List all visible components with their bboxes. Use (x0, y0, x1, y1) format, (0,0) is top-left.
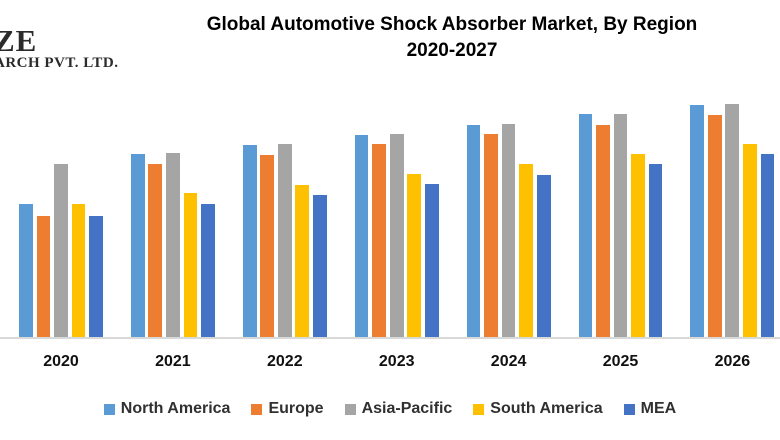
x-axis-label-2024: 2024 (490, 353, 527, 370)
legend-label-south-america: South America (490, 400, 603, 417)
bar-mea-2020 (89, 216, 103, 337)
bar-south-america-2025 (631, 154, 645, 337)
bar-north-america-2020 (19, 204, 33, 337)
bar-north-america-2022 (242, 145, 257, 337)
bar-north-america-2023 (354, 135, 369, 337)
bar-south-america-2023 (407, 174, 422, 337)
bar-europe-2025 (596, 125, 610, 337)
bar-mea-2023 (424, 184, 439, 337)
bar-north-america-2024 (466, 125, 481, 337)
x-axis-label-2022: 2022 (267, 353, 303, 370)
bar-asia-pacific-2023 (389, 134, 404, 337)
bar-north-america-2021 (130, 154, 145, 337)
x-axis-label-2025: 2025 (602, 353, 639, 370)
legend-item-asia-pacific: Asia-Pacific (344, 400, 453, 418)
bar-asia-pacific-2025 (613, 114, 628, 337)
legend-swatch-north-america (103, 403, 115, 415)
legend-swatch-mea (623, 403, 635, 415)
logo-text-top: ZE (0, 23, 38, 58)
bar-group-2021 (130, 153, 215, 337)
chart-title-line1: Global Automotive Shock Absorber Market,… (206, 14, 698, 35)
bar-south-america-2026 (743, 144, 757, 337)
bar-north-america-2026 (690, 105, 705, 337)
bar-asia-pacific-2022 (277, 144, 292, 337)
bar-group-2023 (354, 134, 439, 337)
legend-item-south-america: South America (473, 400, 603, 418)
legend-label-asia-pacific: Asia-Pacific (361, 400, 453, 417)
bar-south-america-2021 (183, 193, 198, 337)
x-axis-label-2023: 2023 (378, 353, 415, 370)
bar-asia-pacific-2024 (501, 124, 516, 337)
bar-europe-2024 (484, 134, 498, 337)
x-axis-label-2026: 2026 (714, 353, 751, 370)
bar-mea-2024 (536, 175, 551, 337)
legend-label-mea: MEA (640, 400, 677, 417)
bar-group-2024 (466, 124, 551, 337)
bar-europe-2023 (372, 144, 387, 337)
bar-asia-pacific-2020 (54, 164, 68, 337)
legend-label-north-america: North America (120, 400, 231, 417)
bar-south-america-2022 (295, 185, 310, 337)
bar-europe-2020 (36, 216, 51, 337)
x-axis-line (0, 337, 780, 339)
chart-title: Global Automotive Shock Absorber Market,… (122, 12, 780, 64)
legend-item-europe: Europe (251, 400, 324, 418)
legend-swatch-south-america (473, 403, 485, 415)
bar-group-2020 (19, 164, 103, 337)
bar-south-america-2024 (519, 164, 534, 337)
bar-mea-2025 (648, 164, 663, 337)
bar-group-2022 (242, 144, 327, 337)
logo-text-bottom: ARCH PVT. LTD. (0, 55, 119, 71)
legend: North America Europe Asia-Pacific South Ame… (0, 400, 780, 418)
bar-group-2025 (578, 114, 663, 337)
bar-europe-2021 (148, 164, 163, 337)
bar-asia-pacific-2021 (165, 153, 180, 337)
bar-north-america-2025 (578, 114, 593, 337)
bar-mea-2021 (201, 204, 215, 337)
bar-south-america-2020 (71, 204, 86, 337)
legend-swatch-asia-pacific (344, 403, 356, 415)
legend-label-europe: Europe (268, 400, 324, 417)
bar-group-2026 (690, 104, 775, 337)
bar-asia-pacific-2026 (725, 104, 740, 337)
bar-mea-2022 (312, 195, 327, 337)
legend-item-mea: MEA (623, 400, 677, 418)
legend-swatch-europe (251, 403, 263, 415)
chart-title-line2: 2020-2027 (406, 40, 498, 61)
x-axis-label-2020: 2020 (43, 353, 79, 370)
x-axis-label-2021: 2021 (155, 353, 191, 370)
plot-area (19, 104, 775, 337)
publisher-logo: ZE ARCH PVT. LTD. (0, 23, 119, 71)
legend-item-north-america: North America (103, 400, 231, 418)
bar-europe-2026 (707, 115, 722, 337)
bar-mea-2026 (760, 154, 775, 337)
bar-europe-2022 (260, 155, 275, 337)
